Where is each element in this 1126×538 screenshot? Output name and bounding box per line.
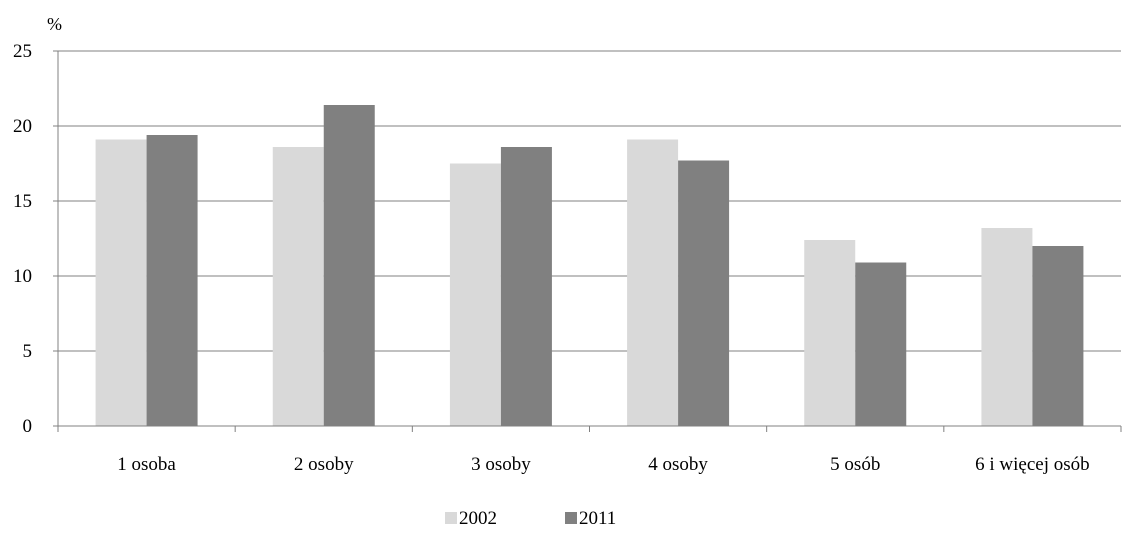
x-tick-label: 1 osoba: [117, 454, 176, 475]
legend-swatch-2002: [445, 512, 457, 524]
bar-2002-5: [804, 240, 856, 426]
y-tick-label: 20: [13, 116, 32, 137]
x-tick-label: 2 osoby: [294, 454, 354, 475]
bar-2011-1: [146, 135, 198, 426]
bar-2002-2: [272, 147, 324, 426]
x-tick-label: 3 osoby: [471, 454, 531, 475]
bar-2011-6: [1032, 246, 1084, 426]
x-tick-label: 6 i więcej osób: [975, 454, 1090, 475]
bar-2011-3: [500, 147, 552, 426]
bar-2011-5: [855, 262, 907, 426]
x-tick-label: 5 osób: [830, 454, 880, 475]
x-tick-label: 4 osoby: [648, 454, 708, 475]
bar-2002-1: [95, 139, 147, 426]
bar-2011-4: [678, 160, 730, 426]
y-tick-label: 0: [23, 416, 33, 437]
bar-2002-3: [449, 163, 501, 426]
y-tick-label: 5: [23, 341, 33, 362]
legend-swatch-2011: [565, 512, 577, 524]
bar-2002-6: [981, 228, 1033, 426]
y-tick-label: 25: [13, 41, 32, 62]
y-tick-label: 15: [13, 191, 32, 212]
bar-2011-2: [323, 105, 375, 426]
bar-2002-4: [627, 139, 679, 426]
legend-label-2011: 2011: [579, 508, 616, 529]
y-tick-label: 10: [13, 266, 32, 287]
legend-label-2002: 2002: [459, 508, 497, 529]
y-axis-unit-label: %: [47, 14, 62, 34]
